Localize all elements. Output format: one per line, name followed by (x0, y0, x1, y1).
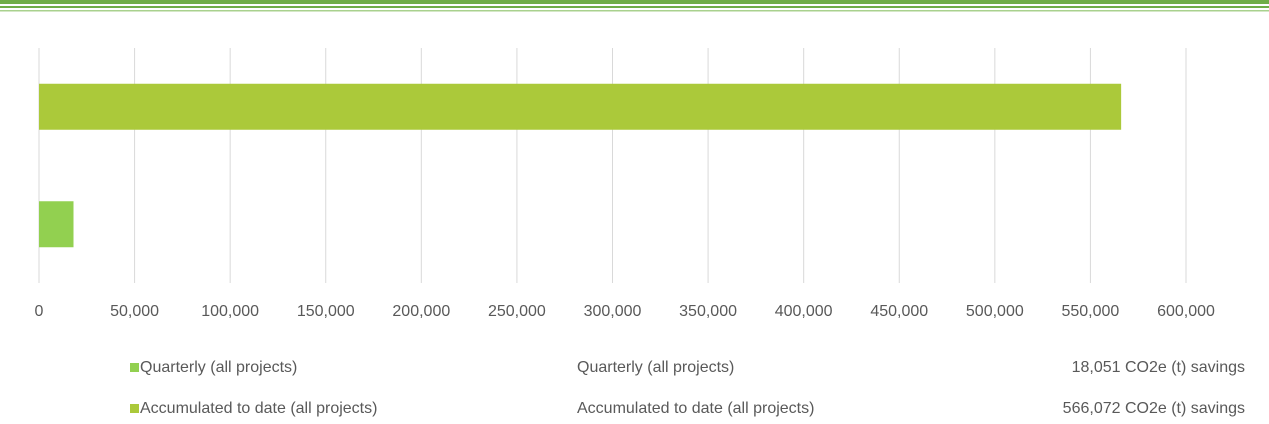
x-tick-label: 150,000 (297, 303, 355, 320)
legend-swatch (130, 404, 139, 413)
x-tick-label: 350,000 (679, 303, 737, 320)
value-label: 566,072 CO2e (t) savings (1063, 400, 1245, 417)
x-tick-label: 400,000 (775, 303, 833, 320)
x-tick-label: 0 (35, 303, 44, 320)
x-tick-label: 100,000 (201, 303, 259, 320)
x-tick-label: 250,000 (488, 303, 546, 320)
x-tick-label: 500,000 (966, 303, 1024, 320)
bar (39, 83, 1122, 130)
legend-swatch (130, 363, 139, 372)
value-label: 18,051 CO2e (t) savings (1072, 359, 1245, 376)
legend-label: Accumulated to date (all projects) (140, 400, 377, 417)
x-tick-label: 200,000 (392, 303, 450, 320)
header-rule (0, 0, 1269, 4)
header-rule (0, 10, 1269, 12)
bar (39, 201, 74, 248)
x-tick-label: 50,000 (110, 303, 159, 320)
x-tick-label: 600,000 (1157, 303, 1215, 320)
x-tick-label: 300,000 (584, 303, 642, 320)
x-tick-label: 550,000 (1061, 303, 1119, 320)
legend-label: Quarterly (all projects) (140, 359, 297, 376)
summary-label: Quarterly (all projects) (577, 359, 734, 376)
x-tick-label: 450,000 (870, 303, 928, 320)
header-rule (0, 6, 1269, 8)
summary-label: Accumulated to date (all projects) (577, 400, 814, 417)
